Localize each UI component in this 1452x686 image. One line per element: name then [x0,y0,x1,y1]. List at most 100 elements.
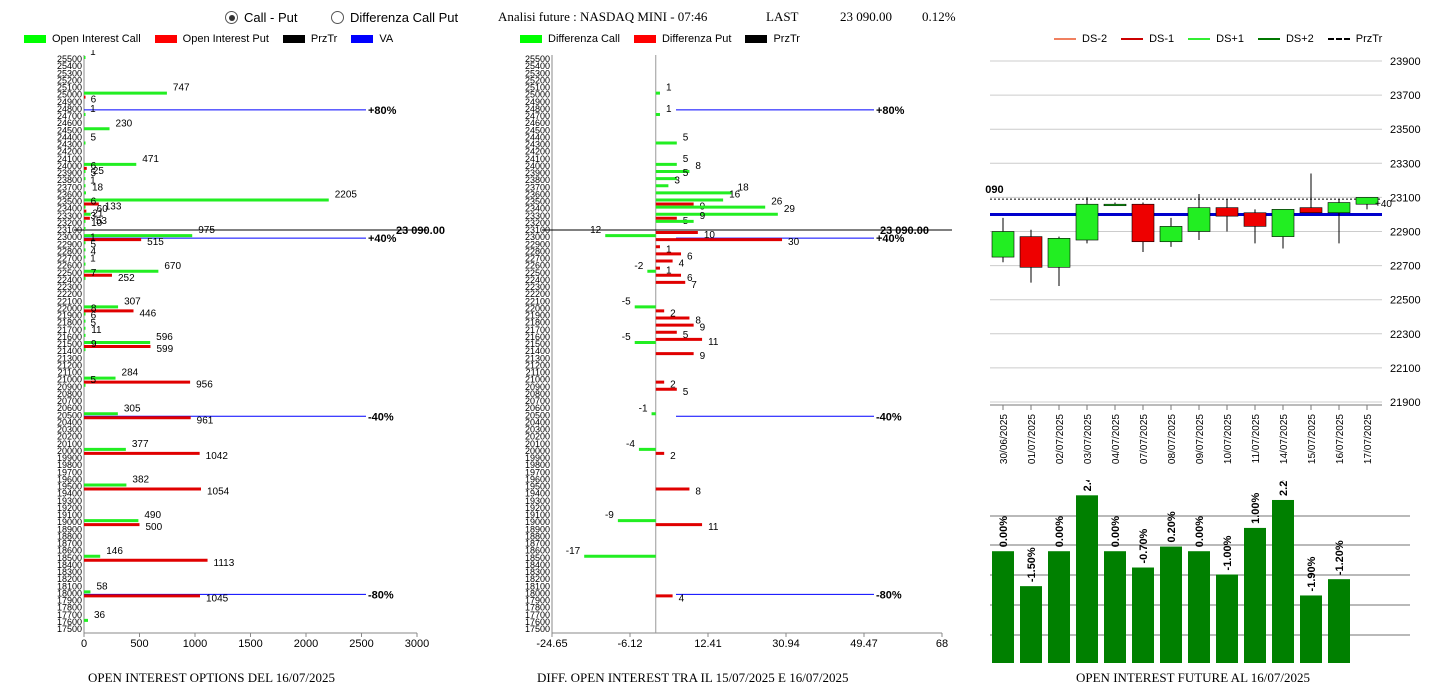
legend-label: DS+1 [1216,33,1244,45]
strike-tick-label: 20700 [525,396,550,406]
put-value-label: 5 [683,330,689,341]
va-line-label: -80% [368,589,394,601]
candle-body [1159,226,1183,243]
strike-tick-label: 23400 [57,204,82,214]
strike-tick-label: 18800 [57,531,82,541]
put-bar [655,238,783,242]
call-bar [655,177,677,181]
strike-tick-label: 23100 [57,225,82,235]
call-value-label: 60 [97,204,109,215]
x-tick-label: 0 [81,638,87,650]
last-candle-label: +40 [1375,199,1392,210]
put-bar [655,594,673,598]
strike-tick-label: 22400 [57,275,82,285]
date-tick-label: 30/06/2025 [999,414,1010,464]
put-value-label: 6 [91,95,97,106]
call-value-label: 4 [90,247,96,258]
strike-tick-label: 20100 [57,439,82,449]
strike-tick-label: 25500 [57,54,82,64]
put-bar [655,231,698,234]
strike-tick-label: 25400 [57,61,82,71]
strike-tick-label: 25400 [525,61,550,71]
candle-body [1075,203,1099,241]
call-bar [84,383,86,387]
candle-body [1103,203,1127,207]
radio-call-put-indicator[interactable] [225,11,238,24]
call-value-label: 36 [94,610,106,621]
strike-tick-label: 25200 [525,75,550,85]
call-bar [84,326,86,330]
legend-item: DS+2 [1257,33,1314,45]
future-bar-label: -1.00% [1222,535,1234,570]
last-label: LAST [766,9,799,24]
x-tick-label: 500 [130,638,148,650]
put-value-label: 9 [700,323,706,334]
legend-label: PrzTr [310,33,338,45]
legend-label: Open Interest Call [52,33,141,45]
call-value-label: 747 [173,83,190,94]
call-bar [634,305,656,309]
put-bar [655,259,673,263]
radio-call-put-label: Call - Put [244,10,298,25]
put-value-label: 5 [683,387,689,398]
y-tick-label: 23300 [1390,158,1421,170]
strike-tick-label: 17700 [57,610,82,620]
put-bar [655,352,694,356]
call-value-label: 11 [91,325,102,336]
strike-tick-label: 17500 [57,624,82,634]
put-bar [655,323,694,327]
put-value-label: 500 [146,522,163,533]
call-bar [84,198,329,202]
call-bar [84,412,118,416]
legend-item: DS-2 [1054,33,1107,45]
strike-tick-label: 18700 [57,539,82,549]
radio-call-put[interactable]: Call - Put [225,10,297,25]
y-tick-label: 22500 [1390,295,1421,307]
strike-tick-label: 22000 [525,303,550,313]
strike-tick-label: 17700 [525,610,550,620]
strike-tick-label: 19700 [525,467,550,477]
call-value-label: 230 [116,118,133,129]
radio-differenza[interactable]: Differenza Call Put [331,10,458,25]
call-value-label: 9 [700,211,706,222]
call-bar [84,227,86,230]
call-value-label: 58 [96,581,108,592]
date-tick-label: 14/07/2025 [1279,414,1290,464]
future-bar-label: -1.50% [1026,547,1038,582]
call-value-label: 975 [198,225,215,236]
last-change: 0.12% [922,9,956,24]
strike-tick-label: 23500 [525,197,550,207]
strike-tick-label: 22500 [57,268,82,278]
strike-tick-label: 18000 [525,588,550,598]
strike-tick-label: 18400 [525,560,550,570]
strike-tick-label: 24800 [57,104,82,114]
radio-differenza-indicator[interactable] [331,11,344,24]
strike-tick-label: 21900 [57,311,82,321]
put-value-label: 1042 [206,451,229,462]
put-bar [84,594,200,598]
strike-tick-label: 21600 [525,332,550,342]
future-bar [1328,579,1350,663]
put-bar [84,166,87,170]
x-tick-label: 12.41 [694,638,722,650]
put-value-label: 2 [670,451,676,462]
put-bar [655,380,665,384]
call-bar [84,191,86,195]
legend-item: Open Interest Put [154,33,269,45]
date-tick-label: 10/07/2025 [1223,414,1234,464]
strike-tick-label: 23500 [57,197,82,207]
strike-tick-label: 20000 [57,446,82,456]
strike-tick-label: 23200 [525,218,550,228]
legend-item: PrzTr [1327,33,1382,45]
strike-tick-label: 20100 [525,439,550,449]
strike-tick-label: 21800 [525,318,550,328]
date-tick-label: 09/07/2025 [1195,414,1206,464]
call-bar [84,348,86,352]
x-tick-label: 49.47 [850,638,878,650]
put-value-label: 7 [691,280,697,291]
candle-body [1299,207,1323,214]
strike-tick-label: 23800 [525,175,550,185]
strike-tick-label: 25300 [525,68,550,78]
x-tick-label: -24.65 [536,638,567,650]
put-bar [655,487,690,491]
